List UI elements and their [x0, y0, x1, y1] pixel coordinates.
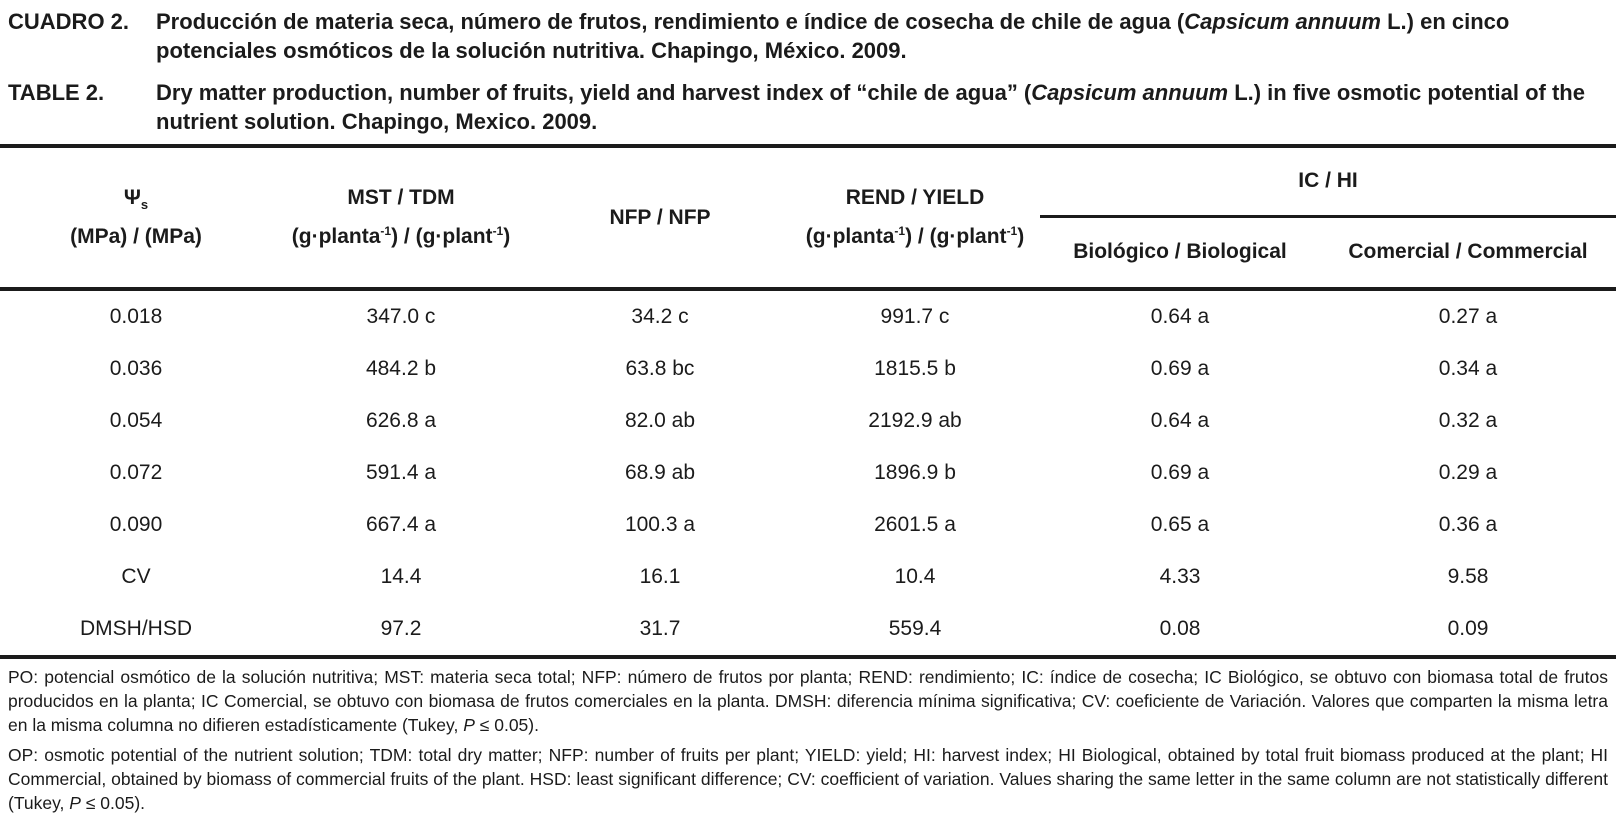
caption-es: CUADRO 2. Producción de materia seca, núm… — [8, 0, 1606, 65]
yield-units: (g·planta-1) / (g·plant-1) — [805, 224, 1025, 248]
caption-es-text-after: L.) en cinco potenciales osmóticos de la… — [156, 9, 1510, 63]
psi-subscript: s — [140, 197, 149, 213]
column-subheader-commercial: Comercial / Commercial — [1348, 240, 1588, 264]
footnote-en-body: OP: osmotic potential of the nutrient so… — [8, 745, 1608, 813]
table-cell: 559.4 — [888, 617, 942, 640]
table-cell: 2192.9 ab — [868, 409, 962, 432]
table-cell: 10.4 — [894, 565, 936, 588]
table-row: 0.054 626.8 a 82.0 ab 2192.9 ab 0.64 a 0… — [0, 395, 1616, 447]
table-cell: 1896.9 b — [874, 461, 956, 484]
table-cell: CV — [121, 565, 151, 588]
table-cell: 0.36 a — [1438, 513, 1498, 536]
table-cell: 0.09 — [1447, 617, 1489, 640]
table-cell: 0.27 a — [1438, 305, 1498, 328]
table-row-hsd: DMSH/HSD 97.2 31.7 559.4 0.08 0.09 — [0, 603, 1616, 655]
table-cell: 0.65 a — [1150, 513, 1210, 536]
table-cell: 9.58 — [1447, 565, 1489, 588]
table-top-rule — [0, 144, 1616, 148]
psi-symbol: Ψs — [123, 186, 149, 213]
table-cell: 0.32 a — [1438, 409, 1498, 432]
footnote-english: OP: osmotic potential of the nutrient so… — [8, 743, 1608, 815]
table-cell: 63.8 bc — [625, 357, 695, 380]
table-cell: 97.2 — [380, 617, 422, 640]
table-cell: 626.8 a — [365, 409, 437, 432]
table-body: 0.018 347.0 c 34.2 c 991.7 c 0.64 a 0.27… — [0, 291, 1616, 655]
table-cell: 484.2 b — [365, 357, 437, 380]
yield-title: REND / YIELD — [845, 186, 985, 209]
table-cell: 0.64 a — [1150, 409, 1210, 432]
table-cell: 0.34 a — [1438, 357, 1498, 380]
footnote-en-tail: ≤ 0.05). — [80, 793, 146, 813]
p-value-symbol: P — [463, 715, 475, 735]
caption-en-label: TABLE 2. — [8, 80, 105, 105]
table-cell: 0.054 — [109, 409, 163, 432]
nfp-title: NFP / NFP — [609, 205, 711, 229]
table-cell: 4.33 — [1159, 565, 1201, 588]
caption-es-label: CUADRO 2. — [8, 9, 130, 34]
column-subheader-biological: Biológico / Biological — [1073, 240, 1287, 264]
table-header: Ψs (MPa) / (MPa) MST / TDM (g·planta-1) … — [0, 148, 1616, 287]
caption-es-text: Producción de materia seca, número de fr… — [156, 9, 1185, 34]
table-row: 0.072 591.4 a 68.9 ab 1896.9 b 0.69 a 0.… — [0, 447, 1616, 499]
footnote-spanish: PO: potencial osmótico de la solución nu… — [8, 665, 1608, 737]
table-cell: 0.69 a — [1150, 357, 1210, 380]
table-cell: 0.036 — [109, 357, 163, 380]
species-name-italic: Capsicum annuum — [1184, 9, 1381, 34]
table-cell: 591.4 a — [365, 461, 437, 484]
column-header-psi: Ψs (MPa) / (MPa) — [0, 148, 272, 287]
column-header-mst: MST / TDM (g·planta-1) / (g·plant-1) — [272, 148, 530, 287]
caption-en-text: Dry matter production, number of fruits,… — [156, 80, 1032, 105]
table-cell: 82.0 ab — [624, 409, 696, 432]
table-cell: 347.0 c — [366, 305, 436, 328]
table-cell: 31.7 — [639, 617, 681, 640]
table-cell: 2601.5 a — [874, 513, 956, 536]
table-cell: 0.69 a — [1150, 461, 1210, 484]
p-value-symbol: P — [69, 793, 81, 813]
table-cell: 100.3 a — [624, 513, 696, 536]
column-header-harvest-index: IC / HI — [1040, 148, 1616, 218]
table-cell: 14.4 — [380, 565, 422, 588]
species-name-italic: Capsicum annuum — [1031, 80, 1229, 105]
table-cell: 1815.5 b — [874, 357, 956, 380]
caption-en: TABLE 2. Dry matter production, number of… — [8, 78, 1606, 136]
column-header-nfp: NFP / NFP — [530, 148, 790, 287]
table-row: 0.090 667.4 a 100.3 a 2601.5 a 0.65 a 0.… — [0, 499, 1616, 551]
header-body-rule — [0, 287, 1616, 291]
table-row-cv: CV 14.4 16.1 10.4 4.33 9.58 — [0, 551, 1616, 603]
psi-units: (MPa) / (MPa) — [70, 225, 202, 248]
mst-title: MST / TDM — [347, 186, 455, 209]
table-cell: 16.1 — [639, 565, 681, 588]
table-cell: 991.7 c — [880, 305, 950, 328]
table-cell: 0.090 — [109, 513, 163, 536]
table-cell: 68.9 ab — [624, 461, 696, 484]
table-cell: 0.29 a — [1438, 461, 1498, 484]
footnote-es-body: PO: potencial osmótico de la solución nu… — [8, 667, 1608, 735]
table-cell: 0.018 — [109, 305, 163, 328]
table-row: 0.036 484.2 b 63.8 bc 1815.5 b 0.69 a 0.… — [0, 343, 1616, 395]
table-cell: 0.08 — [1159, 617, 1201, 640]
table-cell: 667.4 a — [365, 513, 437, 536]
table-cell: DMSH/HSD — [79, 617, 192, 640]
table-cell: 0.64 a — [1150, 305, 1210, 328]
table-bottom-rule — [0, 655, 1616, 659]
mst-units: (g·planta-1) / (g·plant-1) — [291, 224, 511, 248]
caption-en-text-after: L.) in five osmotic potential of the nut… — [156, 80, 1585, 134]
table-row: 0.018 347.0 c 34.2 c 991.7 c 0.64 a 0.27… — [0, 291, 1616, 343]
table-cell: 34.2 c — [631, 305, 689, 328]
table-cell: 0.072 — [109, 461, 163, 484]
footnote-es-tail: ≤ 0.05). — [474, 715, 539, 735]
column-header-yield: REND / YIELD (g·planta-1) / (g·plant-1) — [790, 148, 1040, 287]
